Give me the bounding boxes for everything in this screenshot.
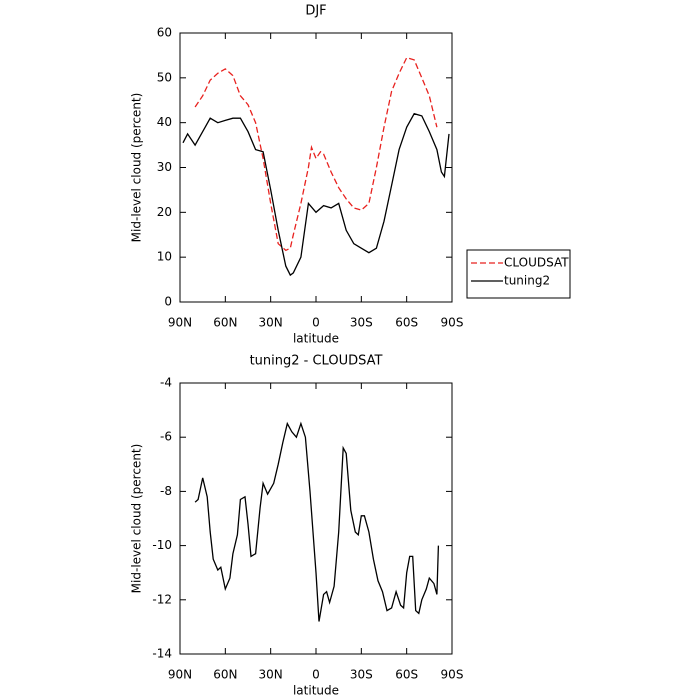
x-tick-label: 0 [312, 316, 320, 330]
legend-box [466, 249, 571, 299]
x-axis-label: latitude [293, 332, 339, 346]
y-tick-label: 40 [157, 115, 172, 129]
x-tick-label: 60N [213, 316, 237, 330]
y-tick-label: -12 [152, 592, 172, 606]
y-tick-label: -8 [160, 484, 172, 498]
x-tick-label: 60S [395, 668, 418, 682]
y-tick-label: -14 [152, 647, 172, 661]
series-line [194, 56, 438, 252]
chart-title: tuning2 - CLOUDSAT [250, 354, 383, 369]
plot-frame [179, 382, 453, 655]
y-axis-label: Mid-level cloud (percent) [130, 93, 144, 243]
y-tick-label: -6 [160, 430, 172, 444]
y-tick-label: 30 [157, 160, 172, 174]
x-tick-label: 30N [259, 668, 283, 682]
x-tick-label: 90N [168, 668, 192, 682]
x-tick-label: 90S [441, 316, 464, 330]
plot-frame [179, 32, 453, 303]
y-tick-label: 0 [164, 295, 172, 309]
x-tick-label: 60S [395, 316, 418, 330]
x-tick-label: 30N [259, 316, 283, 330]
y-tick-label: 10 [157, 250, 172, 264]
legend-label: CLOUDSAT [504, 256, 569, 270]
legend-label: tuning2 [504, 274, 550, 288]
y-tick-label: 20 [157, 205, 172, 219]
y-axis-label: Mid-level cloud (percent) [130, 444, 144, 594]
x-tick-label: 60N [213, 668, 237, 682]
x-tick-label: 30S [350, 668, 373, 682]
x-tick-label: 0 [312, 668, 320, 682]
y-tick-label: -4 [160, 376, 172, 390]
x-axis-label: latitude [293, 684, 339, 698]
y-tick-label: 60 [157, 26, 172, 40]
y-tick-label: 50 [157, 70, 172, 84]
y-tick-label: -10 [152, 538, 172, 552]
x-tick-label: 30S [350, 316, 373, 330]
series-line [194, 421, 440, 622]
chart-title: DJF [305, 4, 326, 19]
x-tick-label: 90N [168, 316, 192, 330]
x-tick-label: 90S [441, 668, 464, 682]
series-line [182, 112, 450, 277]
